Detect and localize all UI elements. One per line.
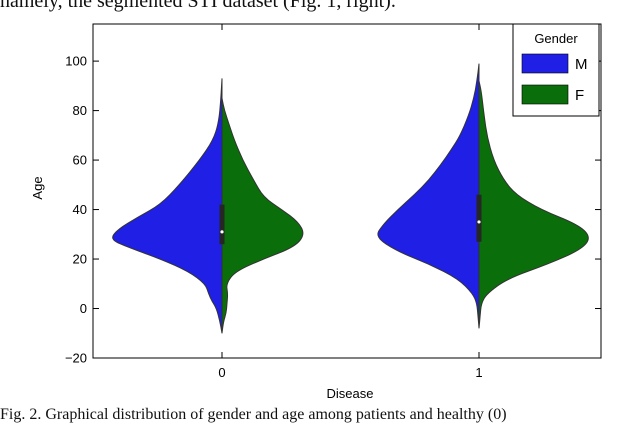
median-marker-disease-0 (220, 230, 224, 234)
violin-half-male-disease-1 (377, 63, 480, 329)
axis-ticks: −20 0 20 40 60 80 100 0 1 (65, 24, 601, 380)
x-axis-label: Disease (327, 386, 374, 401)
violin-half-female-disease-0 (221, 98, 304, 334)
y-tick-label: 100 (65, 54, 87, 69)
y-tick-label: 80 (73, 103, 87, 118)
legend-swatch-female (521, 84, 569, 105)
caption-bottom: Fig. 2. Graphical distribution of gender… (0, 406, 507, 423)
y-tick-label: 60 (73, 153, 87, 168)
y-tick-label: 0 (80, 301, 87, 316)
violin-half-male-disease-0 (112, 78, 223, 334)
legend-label-female: F (575, 87, 584, 104)
y-tick-label: −20 (65, 351, 87, 366)
legend-title: Gender (534, 31, 578, 46)
violin-half-female-disease-1 (478, 80, 589, 329)
median-marker-disease-1 (477, 220, 481, 224)
x-tick-label: 1 (475, 365, 482, 380)
y-tick-label: 20 (73, 252, 87, 267)
caption-top: namely, the segmented STI dataset (Fig. … (0, 0, 396, 12)
legend-swatch-male (521, 53, 569, 74)
plot-frame (92, 23, 602, 359)
violin-plot-area (112, 63, 589, 334)
x-tick-label: 0 (218, 365, 225, 380)
y-tick-label: 40 (73, 202, 87, 217)
y-axis-label: Age (30, 176, 45, 199)
legend: Gender M F (512, 23, 600, 117)
iqr-box-disease-1 (476, 194, 482, 242)
iqr-box-disease-0 (219, 204, 225, 245)
legend-label-male: M (575, 56, 588, 73)
